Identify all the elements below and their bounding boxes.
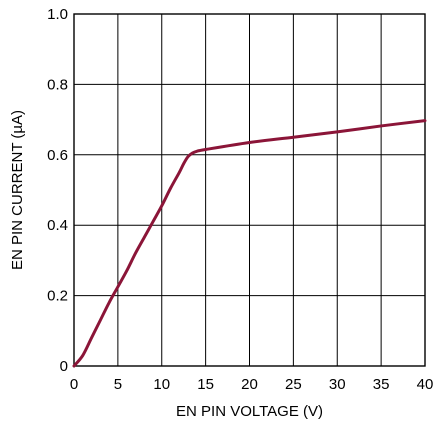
y-axis-ticks: 0 0.2 0.4 0.6 0.8 1.0 <box>47 6 68 375</box>
y-tick-label: 0.2 <box>47 288 68 305</box>
x-tick-label: 40 <box>417 376 434 393</box>
y-tick-label: 0.4 <box>47 217 68 234</box>
series-group <box>72 119 427 368</box>
y-tick-label: 0 <box>60 358 68 375</box>
x-tick-label: 15 <box>197 376 214 393</box>
x-tick-label: 25 <box>285 376 302 393</box>
x-tick-label: 20 <box>241 376 258 393</box>
x-tick-label: 30 <box>329 376 346 393</box>
series-line-0 <box>72 119 427 368</box>
grid <box>74 14 425 366</box>
y-tick-label: 1.0 <box>47 6 68 23</box>
x-axis-ticks: 0 5 10 15 20 25 30 35 40 <box>70 376 434 393</box>
x-tick-label: 10 <box>153 376 170 393</box>
x-tick-label: 0 <box>70 376 78 393</box>
x-tick-label: 35 <box>373 376 390 393</box>
x-tick-label: 5 <box>114 376 122 393</box>
y-tick-label: 0.8 <box>47 76 68 93</box>
plot-area-frame <box>73 13 426 367</box>
x-axis-label: EN PIN VOLTAGE (V) <box>176 403 323 420</box>
y-axis-label: EN PIN CURRENT (µA) <box>9 110 26 270</box>
y-tick-label: 0.6 <box>47 147 68 164</box>
